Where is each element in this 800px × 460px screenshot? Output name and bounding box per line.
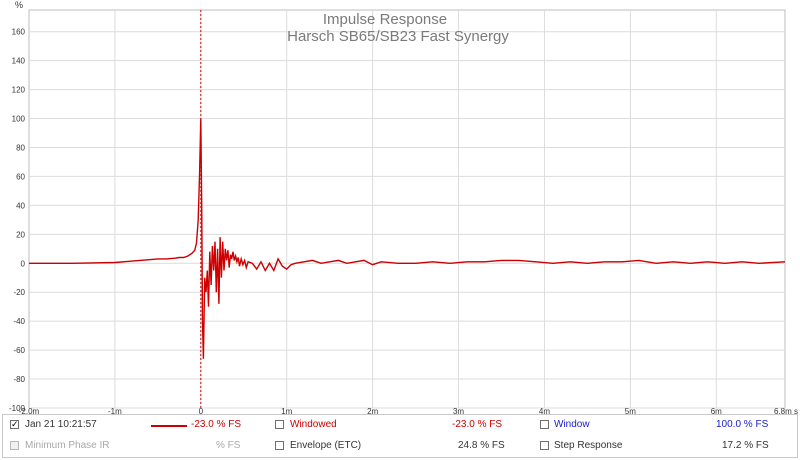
y-tick-label: -60 — [13, 346, 25, 355]
y-tick-label: 0 — [21, 259, 26, 268]
legend-panel: ✓ Jan 21 10:21:57 -23.0 % FS Windowed -2… — [2, 414, 798, 458]
trace-color-swatch — [151, 425, 187, 427]
minimum-phase-checkbox[interactable] — [10, 441, 19, 450]
y-tick-label: 40 — [16, 201, 25, 210]
trace-visible-checkbox[interactable]: ✓ — [10, 419, 19, 429]
y-tick-label: 20 — [16, 230, 25, 239]
y-axis-unit: % — [15, 0, 23, 10]
step-response-value: 17.2 % FS — [722, 440, 769, 451]
window-checkbox[interactable] — [540, 420, 549, 429]
y-tick-label: 120 — [12, 86, 26, 95]
y-tick-label: 80 — [16, 143, 25, 152]
y-tick-label: 140 — [12, 57, 26, 66]
y-tick-label: -20 — [13, 288, 25, 297]
envelope-checkbox[interactable] — [275, 441, 284, 450]
x-tick-label: 6.8m s — [774, 407, 798, 414]
y-tick-label: 60 — [16, 172, 25, 181]
x-tick-label: 5m — [625, 407, 636, 414]
y-tick-label: -40 — [13, 317, 25, 326]
windowed-checkbox[interactable] — [275, 420, 284, 429]
window-value: 100.0 % FS — [716, 419, 769, 430]
window-label: Window — [554, 419, 590, 430]
y-tick-labels: 160 140 120 100 80 60 40 20 0 -20 -40 -60 -80 -100 — [9, 28, 26, 413]
x-tick-label: 6m — [711, 407, 722, 414]
impulse-response-chart: 160 140 120 100 80 60 40 20 0 -20 -40 -60 -80 -100 -2… — [9, 0, 798, 414]
trace-value: -23.0 % FS — [191, 419, 242, 430]
x-tick-label: -1m — [108, 407, 122, 414]
chart-subtitle: Harsch SB65/SB23 Fast Synergy — [287, 28, 509, 45]
x-tick-label: 0 — [199, 407, 204, 414]
trace-date-label: Jan 21 10:21:57 — [25, 419, 97, 430]
envelope-value: 24.8 % FS — [458, 440, 505, 451]
y-tick-label: 100 — [12, 115, 26, 124]
step-response-checkbox[interactable] — [540, 441, 549, 450]
plot-area — [28, 9, 786, 409]
y-tick-label: -80 — [13, 375, 25, 384]
minimum-phase-label: Minimum Phase IR — [25, 440, 110, 451]
minimum-phase-value: % FS — [216, 440, 241, 451]
x-tick-labels: -2.0m -1m 0 1m 2m 3m 4m 5m 6m 6.8m s — [19, 407, 798, 414]
x-tick-label: 2m — [367, 407, 378, 414]
y-tick-label: 160 — [12, 28, 26, 37]
windowed-label: Windowed — [290, 419, 337, 430]
windowed-value: -23.0 % FS — [452, 419, 503, 430]
chart-title: Impulse Response — [323, 11, 447, 28]
x-tick-label: 4m — [539, 407, 550, 414]
grid-lines — [29, 10, 785, 409]
impulse-response-line — [29, 118, 786, 359]
x-tick-label: -2.0m — [19, 407, 40, 414]
y-tick-label: -100 — [9, 404, 26, 413]
x-tick-label: 3m — [453, 407, 464, 414]
step-response-label: Step Response — [554, 440, 623, 451]
x-tick-label: 1m — [281, 407, 292, 414]
envelope-label: Envelope (ETC) — [290, 440, 362, 451]
